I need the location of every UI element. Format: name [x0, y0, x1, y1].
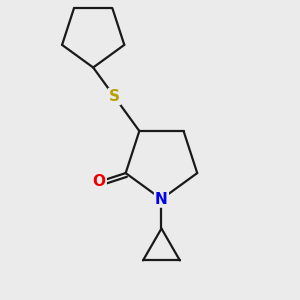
Text: S: S [109, 89, 120, 104]
Text: O: O [93, 174, 106, 189]
Text: N: N [155, 192, 168, 207]
